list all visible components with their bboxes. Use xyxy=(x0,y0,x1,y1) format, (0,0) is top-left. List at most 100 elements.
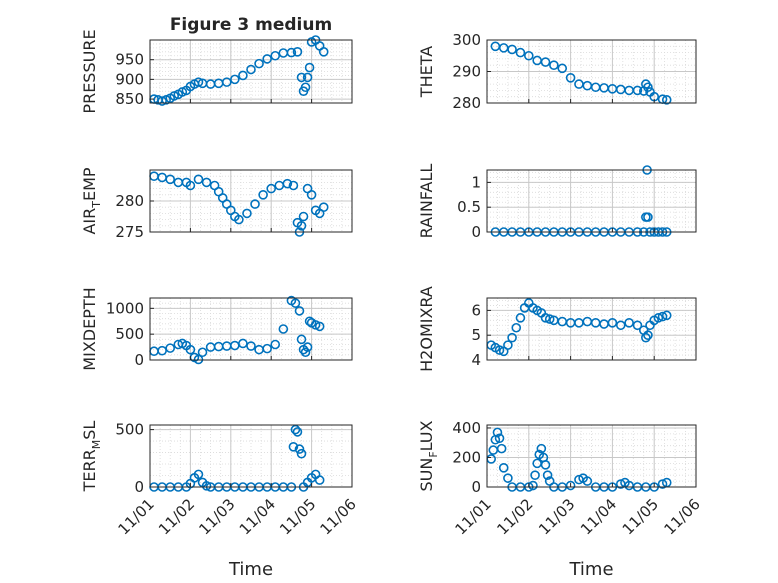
data-point xyxy=(230,74,240,85)
x-tick-label: 11/06 xyxy=(317,495,360,538)
data-point xyxy=(221,77,232,87)
y-tick-label: 0 xyxy=(471,223,481,241)
data-point xyxy=(193,354,204,365)
data-point xyxy=(292,427,303,437)
y-tick-label: 280 xyxy=(115,192,144,210)
data-point xyxy=(288,180,299,191)
data-point xyxy=(157,96,167,106)
y-tick-label: 290 xyxy=(452,63,481,81)
data-point xyxy=(511,322,522,333)
subplot-h2omixra: 4 5 6 H2OMIXRA xyxy=(417,286,697,372)
data-point xyxy=(607,317,618,328)
x-tick-label: 11/03 xyxy=(195,495,238,538)
y-axis-label: RAINFALL xyxy=(417,164,436,239)
y-axis-label: MIXDEPTH xyxy=(80,287,99,370)
data-point xyxy=(641,332,651,343)
axes-box xyxy=(149,39,353,104)
data-point xyxy=(290,298,301,308)
data-point xyxy=(185,180,196,191)
data-point xyxy=(498,463,509,473)
data-point xyxy=(624,317,634,328)
data-point xyxy=(246,341,256,351)
data-point xyxy=(294,306,305,316)
axes-box xyxy=(486,424,697,488)
data-point xyxy=(193,469,204,480)
data-point xyxy=(540,460,551,470)
data-point xyxy=(246,64,256,75)
data-point xyxy=(565,480,576,491)
data-point xyxy=(165,174,175,185)
data-point xyxy=(296,72,307,83)
data-point xyxy=(290,424,301,435)
y-axis-label: H2OMIXRA xyxy=(417,286,436,372)
data-point xyxy=(657,479,668,489)
data-point xyxy=(661,310,672,321)
y-axis-label: AIRTEMP xyxy=(80,167,103,234)
data-point xyxy=(302,342,313,352)
data-point xyxy=(544,314,555,324)
data-point xyxy=(496,443,507,454)
data-point xyxy=(661,95,672,105)
data-point xyxy=(278,324,289,334)
axes-box xyxy=(149,424,353,488)
y-tick-label: 6 xyxy=(471,301,481,319)
data-point xyxy=(492,427,503,438)
x-axis-label: Time xyxy=(568,559,613,580)
data-point xyxy=(286,47,297,58)
y-tick-label: 300 xyxy=(452,31,481,49)
data-point xyxy=(318,202,329,212)
y-tick-label: 1000 xyxy=(106,299,144,317)
data-point xyxy=(242,208,252,219)
y-tick-label: 0 xyxy=(471,478,481,496)
y-tick-label: 1 xyxy=(471,173,481,191)
data-point xyxy=(632,320,643,331)
x-axis-label: Time xyxy=(228,559,273,580)
y-axis-label: PRESSURE xyxy=(80,29,99,113)
data-point xyxy=(201,481,212,491)
data-point xyxy=(536,443,547,454)
data-point xyxy=(282,178,293,189)
y-tick-label: 275 xyxy=(115,223,144,241)
x-tick-label: 11/05 xyxy=(276,495,319,538)
data-point xyxy=(197,347,208,358)
y-tick-label: 5 xyxy=(471,326,481,344)
data-point xyxy=(296,334,307,345)
data-point xyxy=(250,199,260,209)
data-point xyxy=(314,475,325,485)
y-tick-label: 280 xyxy=(452,94,481,112)
data-point xyxy=(292,47,303,57)
data-point xyxy=(565,73,576,83)
x-tick-label: 11/05 xyxy=(619,495,662,538)
x-tick-label: 11/01 xyxy=(452,495,495,538)
data-point xyxy=(530,470,540,480)
y-tick-label: 950 xyxy=(115,51,144,69)
y-tick-label: 500 xyxy=(115,325,144,343)
y-tick-label: 0.5 xyxy=(457,198,481,216)
data-point xyxy=(494,345,505,355)
data-point xyxy=(615,320,626,331)
data-point xyxy=(582,476,593,486)
data-point xyxy=(157,345,167,356)
data-point xyxy=(266,183,277,194)
data-point xyxy=(238,338,248,349)
y-axis-label: SUNFLUX xyxy=(417,420,440,491)
data-point xyxy=(288,442,299,452)
data-point xyxy=(270,50,281,61)
y-tick-label: 850 xyxy=(115,90,144,108)
y-tick-label: 500 xyxy=(115,421,144,439)
subplot-rainfall: 0 0.5 1 RAINFALL xyxy=(417,164,697,241)
x-tick-label: 11/03 xyxy=(535,495,578,538)
y-tick-label: 0 xyxy=(134,351,144,369)
data-point xyxy=(238,70,248,81)
data-point xyxy=(540,313,551,323)
data-point xyxy=(653,313,664,323)
data-point xyxy=(298,211,309,222)
data-point xyxy=(300,347,311,358)
x-tick-label: 11/02 xyxy=(155,495,198,538)
data-point xyxy=(304,62,315,73)
subplot-mixdepth: 0 500 1000 MIXDEPTH xyxy=(80,287,353,371)
data-point xyxy=(262,54,272,64)
